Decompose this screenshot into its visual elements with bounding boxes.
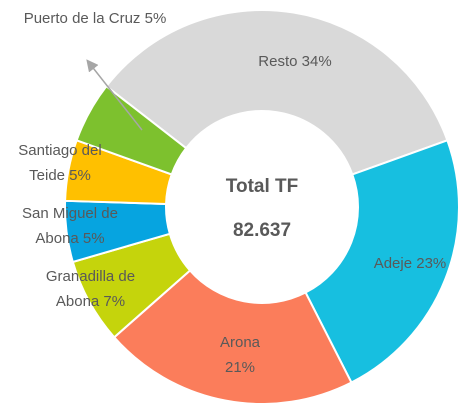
donut-slice xyxy=(104,9,449,176)
slice-value: 34% xyxy=(301,53,332,70)
slice-name: Adeje xyxy=(373,255,413,272)
slice-name: Santiago del Teide xyxy=(18,142,102,184)
center-title: Total TF xyxy=(226,176,298,197)
slice-label: Adeje 23% xyxy=(355,251,465,276)
slice-label: Arona 21% xyxy=(205,330,275,380)
slice-name: Arona xyxy=(219,334,261,351)
donut-slice xyxy=(304,138,460,384)
slice-name: San Miguel de Abona xyxy=(22,205,118,247)
leader-arrow xyxy=(86,59,143,131)
slice-name: Puerto de la Cruz xyxy=(23,10,141,27)
slice-value: 7% xyxy=(103,293,126,310)
donut-slice xyxy=(75,84,188,176)
slice-value: 23% xyxy=(416,255,447,272)
slice-name: Granadilla de Abona xyxy=(45,268,136,310)
center-value: 82.637 xyxy=(233,220,291,241)
slice-label: Santiago del Teide 5% xyxy=(5,138,115,188)
slice-label: Resto 34% xyxy=(225,49,365,74)
slice-label: Granadilla de Abona 7% xyxy=(28,264,153,314)
slice-value: 5% xyxy=(144,10,167,27)
slice-value: 21% xyxy=(224,359,256,376)
slice-value: 5% xyxy=(82,230,105,247)
slice-label: San Miguel de Abona 5% xyxy=(5,201,135,251)
slice-value: 5% xyxy=(69,167,91,184)
slice-name: Resto xyxy=(258,53,298,70)
slice-label: Puerto de la Cruz 5% xyxy=(20,6,170,31)
